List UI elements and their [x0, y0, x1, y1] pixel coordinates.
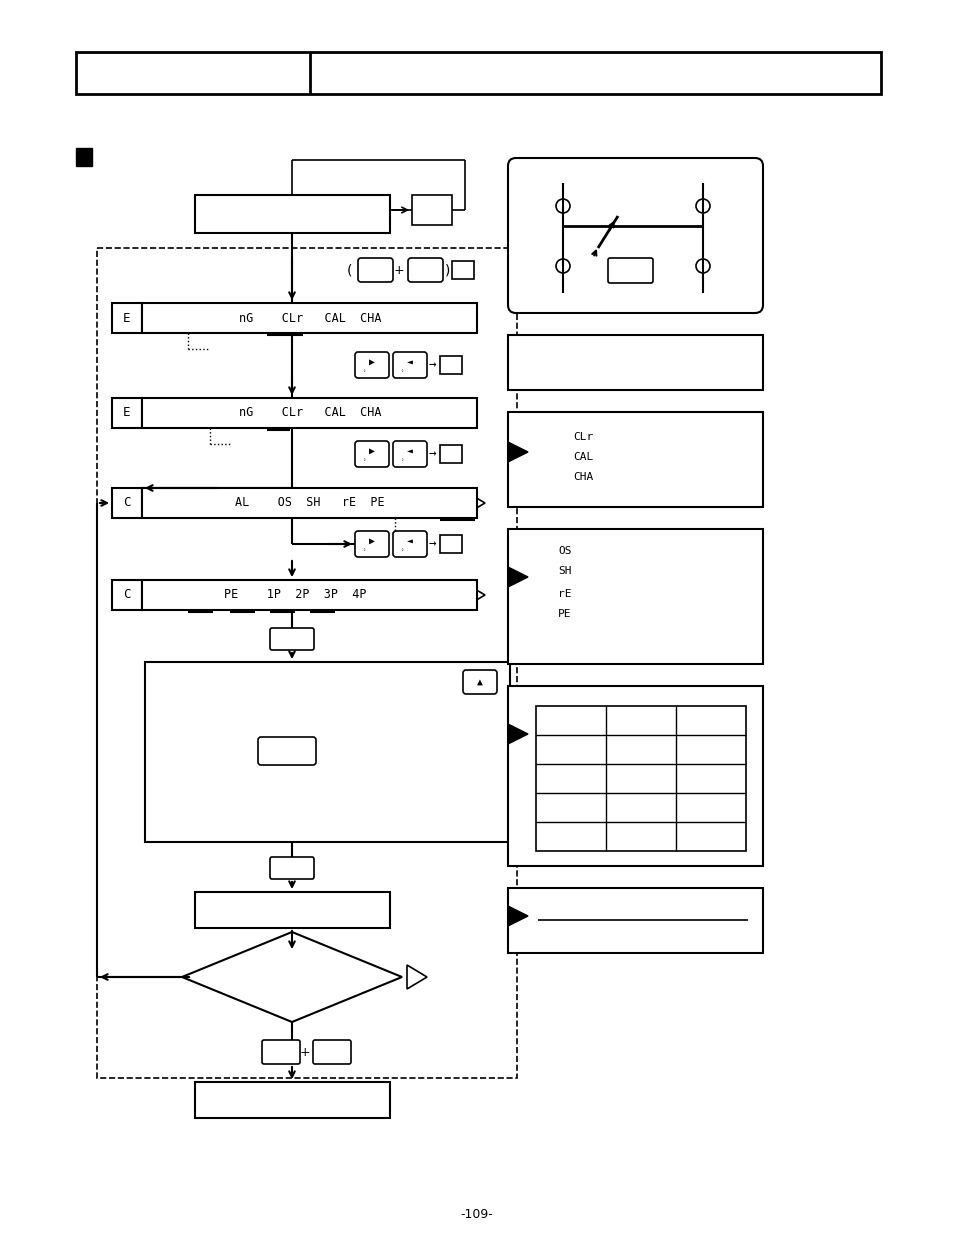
Text: rE: rE	[558, 589, 571, 599]
FancyBboxPatch shape	[393, 352, 427, 378]
Polygon shape	[507, 906, 527, 926]
FancyBboxPatch shape	[112, 488, 142, 517]
FancyBboxPatch shape	[112, 303, 142, 333]
FancyBboxPatch shape	[262, 1040, 299, 1065]
Polygon shape	[507, 442, 527, 462]
FancyBboxPatch shape	[439, 445, 461, 463]
FancyBboxPatch shape	[194, 892, 390, 927]
Polygon shape	[507, 567, 527, 587]
Text: ◦: ◦	[400, 369, 403, 374]
FancyBboxPatch shape	[357, 258, 393, 282]
Text: ▶: ▶	[369, 446, 375, 456]
Text: ◦: ◦	[362, 458, 365, 463]
FancyBboxPatch shape	[507, 529, 762, 664]
FancyBboxPatch shape	[393, 531, 427, 557]
Text: SH: SH	[558, 566, 571, 576]
Text: nG    CLr   CAL  CHA: nG CLr CAL CHA	[238, 311, 381, 325]
Text: PE: PE	[558, 609, 571, 619]
FancyBboxPatch shape	[270, 857, 314, 879]
FancyBboxPatch shape	[607, 258, 652, 283]
Text: E: E	[123, 406, 131, 420]
Text: ◄: ◄	[407, 357, 413, 367]
Text: (: (	[347, 263, 353, 277]
FancyBboxPatch shape	[76, 52, 880, 94]
Polygon shape	[507, 724, 527, 743]
Text: CLr: CLr	[573, 432, 593, 442]
FancyBboxPatch shape	[194, 1082, 390, 1118]
Text: -109-: -109-	[460, 1209, 493, 1221]
FancyBboxPatch shape	[145, 662, 510, 842]
Text: E: E	[123, 311, 131, 325]
FancyBboxPatch shape	[393, 441, 427, 467]
FancyBboxPatch shape	[507, 158, 762, 312]
FancyBboxPatch shape	[408, 258, 442, 282]
Text: ◄: ◄	[407, 446, 413, 456]
FancyBboxPatch shape	[507, 888, 762, 953]
FancyBboxPatch shape	[452, 261, 474, 279]
FancyBboxPatch shape	[439, 356, 461, 374]
FancyBboxPatch shape	[194, 195, 390, 233]
Text: ▶: ▶	[369, 357, 375, 367]
FancyBboxPatch shape	[507, 412, 762, 508]
Text: ◦: ◦	[400, 458, 403, 463]
FancyBboxPatch shape	[355, 531, 389, 557]
Text: OS: OS	[558, 546, 571, 556]
Text: ◦: ◦	[362, 548, 365, 553]
Text: +: +	[394, 263, 404, 277]
Text: CHA: CHA	[573, 472, 593, 482]
FancyBboxPatch shape	[270, 629, 314, 650]
FancyBboxPatch shape	[112, 398, 142, 429]
Text: ▶: ▶	[369, 536, 375, 546]
Text: +: +	[299, 1046, 310, 1058]
Text: CAL: CAL	[573, 452, 593, 462]
FancyBboxPatch shape	[439, 535, 461, 553]
FancyBboxPatch shape	[507, 335, 762, 390]
FancyBboxPatch shape	[313, 1040, 351, 1065]
FancyBboxPatch shape	[355, 441, 389, 467]
Text: ◄: ◄	[407, 536, 413, 546]
Text: nG    CLr   CAL  CHA: nG CLr CAL CHA	[238, 406, 381, 420]
FancyBboxPatch shape	[462, 671, 497, 694]
Text: AL    OS  SH   rE  PE: AL OS SH rE PE	[235, 496, 384, 510]
Text: C: C	[123, 496, 131, 510]
Bar	[76, 148, 91, 165]
Text: PE    1P  2P  3P  4P: PE 1P 2P 3P 4P	[224, 589, 366, 601]
FancyBboxPatch shape	[142, 398, 476, 429]
Text: ◦: ◦	[400, 548, 403, 553]
FancyBboxPatch shape	[142, 303, 476, 333]
FancyBboxPatch shape	[142, 488, 476, 517]
Text: ▲: ▲	[476, 677, 482, 687]
Text: →: →	[428, 447, 436, 461]
FancyBboxPatch shape	[412, 195, 452, 225]
FancyBboxPatch shape	[112, 580, 142, 610]
FancyBboxPatch shape	[355, 352, 389, 378]
FancyBboxPatch shape	[536, 706, 745, 851]
Text: →: →	[428, 358, 436, 372]
Text: ): )	[445, 263, 450, 277]
Text: ◦: ◦	[362, 369, 365, 374]
FancyBboxPatch shape	[507, 685, 762, 866]
FancyBboxPatch shape	[257, 737, 315, 764]
Text: →: →	[428, 537, 436, 551]
FancyBboxPatch shape	[142, 580, 476, 610]
Text: C: C	[123, 589, 131, 601]
